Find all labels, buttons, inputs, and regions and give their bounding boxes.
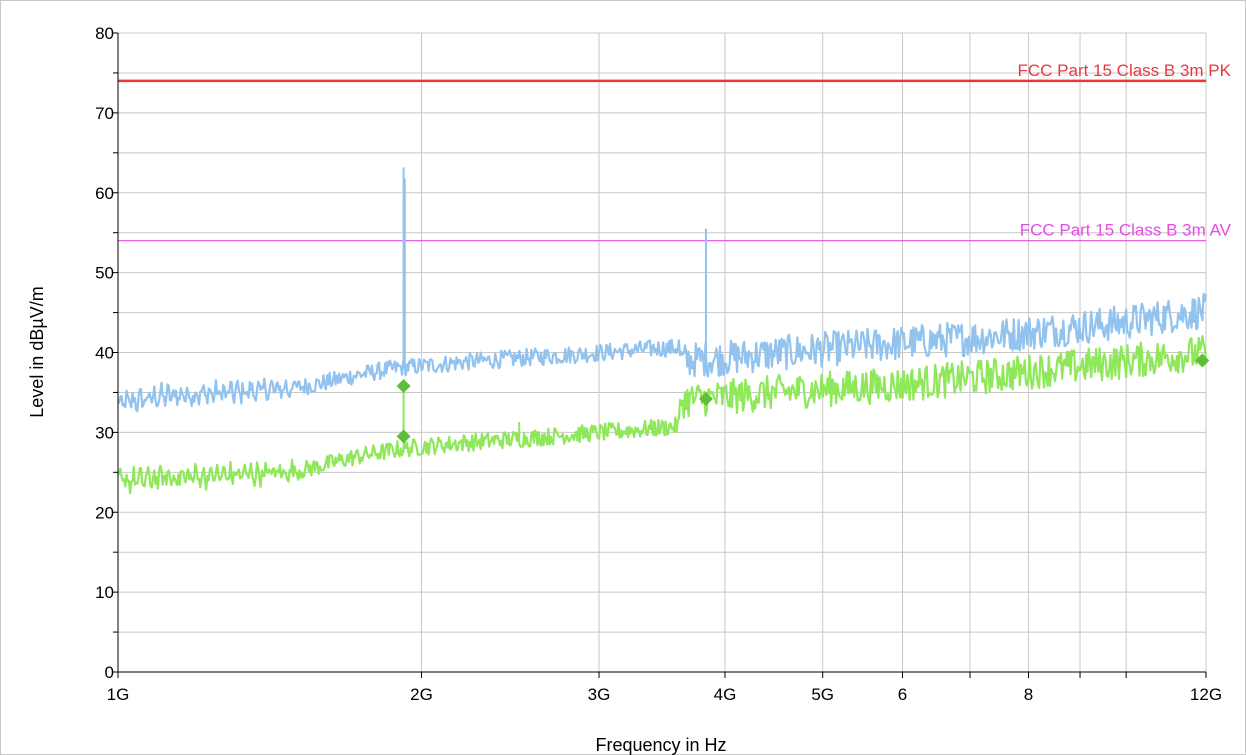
traces <box>117 167 1208 495</box>
y-tick-label: 20 <box>95 503 114 522</box>
x-tick-label: 6 <box>898 685 907 704</box>
limit-label-av: FCC Part 15 Class B 3m AV <box>1020 221 1232 240</box>
marker-diamond <box>396 379 411 394</box>
y-axis-label: Level in dBµV/m <box>27 286 47 417</box>
x-tick-label: 3G <box>588 685 611 704</box>
limit-lines <box>118 79 1206 242</box>
marker-diamond <box>698 391 713 406</box>
x-tick-label: 4G <box>714 685 737 704</box>
average-trace <box>117 335 1208 495</box>
y-tick-label: 60 <box>95 184 114 203</box>
x-tick-label: 1G <box>107 685 130 704</box>
marker-diamond <box>396 429 411 444</box>
y-tick-label: 10 <box>95 583 114 602</box>
limit-label-pk: FCC Part 15 Class B 3m PK <box>1017 61 1231 80</box>
x-tick-label: 8 <box>1024 685 1033 704</box>
y-tick-label: 70 <box>95 104 114 123</box>
x-axis-label: Frequency in Hz <box>595 735 726 755</box>
y-tick-label: 40 <box>95 344 114 363</box>
y-tick-label: 80 <box>95 24 114 43</box>
x-tick-label: 5G <box>811 685 834 704</box>
tick-labels: 0 10 20 30 40 50 60 70 80 1G 2G 3G 4G 5G 6 8 12G <box>95 24 1222 704</box>
y-tick-label: 30 <box>95 423 114 442</box>
measurement-markers <box>396 353 1210 444</box>
y-tick-label: 50 <box>95 264 114 283</box>
peak-trace <box>117 292 1208 413</box>
y-tick-label: 0 <box>105 663 114 682</box>
marker-diamond <box>1195 353 1210 368</box>
x-tick-label: 12G <box>1190 685 1222 704</box>
axes <box>113 32 1207 678</box>
x-tick-label: 2G <box>410 685 433 704</box>
limit-labels: FCC Part 15 Class B 3m PK FCC Part 15 Cla… <box>1017 61 1231 240</box>
